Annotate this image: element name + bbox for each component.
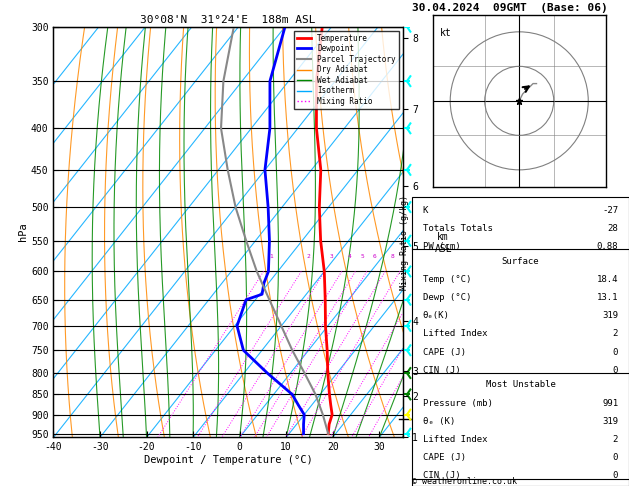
Text: 991: 991 xyxy=(602,399,618,408)
X-axis label: Dewpoint / Temperature (°C): Dewpoint / Temperature (°C) xyxy=(143,455,313,465)
Text: Totals Totals: Totals Totals xyxy=(423,224,493,233)
Text: kt: kt xyxy=(440,28,452,38)
Text: 0.88: 0.88 xyxy=(597,242,618,251)
Text: LCL: LCL xyxy=(418,414,432,423)
Title: 30°08'N  31°24'E  188m ASL: 30°08'N 31°24'E 188m ASL xyxy=(140,15,316,25)
Text: K: K xyxy=(423,206,428,214)
Text: Most Unstable: Most Unstable xyxy=(486,381,555,389)
Text: Dewp (°C): Dewp (°C) xyxy=(423,293,471,302)
Text: Temp (°C): Temp (°C) xyxy=(423,275,471,284)
Text: 319: 319 xyxy=(602,311,618,320)
Text: θₑ(K): θₑ(K) xyxy=(423,311,450,320)
Text: 30.04.2024  09GMT  (Base: 06): 30.04.2024 09GMT (Base: 06) xyxy=(412,3,608,13)
Text: θₑ (K): θₑ (K) xyxy=(423,417,455,426)
Text: 3: 3 xyxy=(330,255,334,260)
Text: 0: 0 xyxy=(613,453,618,462)
Text: CIN (J): CIN (J) xyxy=(423,471,460,481)
Text: PW (cm): PW (cm) xyxy=(423,242,460,251)
Text: 2: 2 xyxy=(613,330,618,338)
Text: 0: 0 xyxy=(613,366,618,375)
FancyBboxPatch shape xyxy=(412,197,629,486)
Text: Pressure (mb): Pressure (mb) xyxy=(423,399,493,408)
Text: 28: 28 xyxy=(608,224,618,233)
Legend: Temperature, Dewpoint, Parcel Trajectory, Dry Adiabat, Wet Adiabat, Isotherm, Mi: Temperature, Dewpoint, Parcel Trajectory… xyxy=(294,31,399,109)
Text: -27: -27 xyxy=(602,206,618,214)
Text: 2: 2 xyxy=(613,435,618,444)
Text: 4: 4 xyxy=(347,255,351,260)
Text: 6: 6 xyxy=(372,255,376,260)
Text: 2: 2 xyxy=(307,255,311,260)
Text: Lifted Index: Lifted Index xyxy=(423,435,487,444)
Text: Mixing Ratio (g/kg): Mixing Ratio (g/kg) xyxy=(400,195,409,291)
Text: 18.4: 18.4 xyxy=(597,275,618,284)
Y-axis label: km
ASL: km ASL xyxy=(435,232,452,254)
Text: 0: 0 xyxy=(613,471,618,481)
Text: © weatheronline.co.uk: © weatheronline.co.uk xyxy=(412,477,517,486)
Text: 13.1: 13.1 xyxy=(597,293,618,302)
Text: 1: 1 xyxy=(269,255,273,260)
Text: CAPE (J): CAPE (J) xyxy=(423,347,466,357)
Text: 0: 0 xyxy=(613,347,618,357)
Y-axis label: hPa: hPa xyxy=(18,223,28,242)
Text: Surface: Surface xyxy=(502,257,539,265)
Text: Lifted Index: Lifted Index xyxy=(423,330,487,338)
Text: CIN (J): CIN (J) xyxy=(423,366,460,375)
Text: 5: 5 xyxy=(361,255,365,260)
Text: 8: 8 xyxy=(391,255,394,260)
Text: 319: 319 xyxy=(602,417,618,426)
Text: CAPE (J): CAPE (J) xyxy=(423,453,466,462)
